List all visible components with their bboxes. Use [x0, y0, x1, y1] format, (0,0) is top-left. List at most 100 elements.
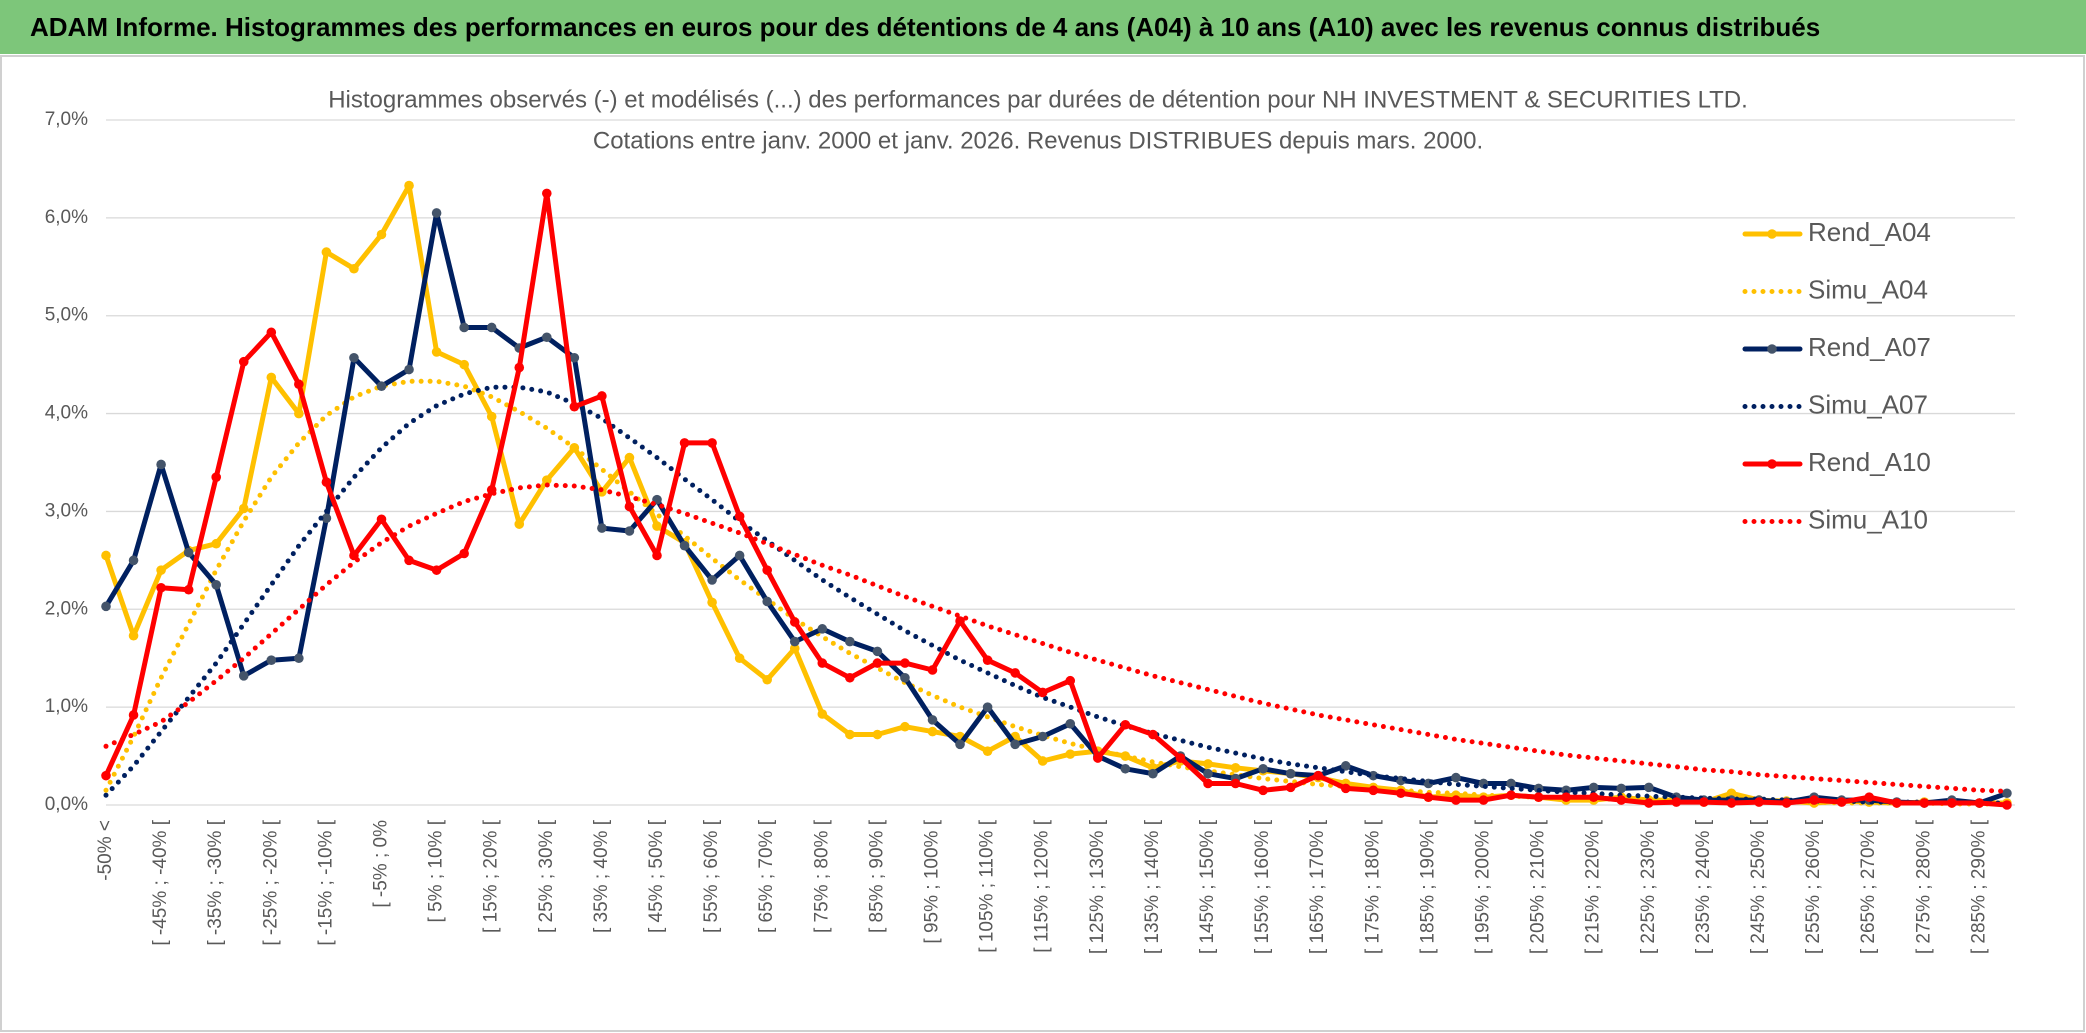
- legend-label: Rend_A04: [1808, 217, 1931, 247]
- point: [1588, 792, 1599, 802]
- point: [1285, 768, 1296, 779]
- point: [1451, 772, 1461, 783]
- point: [900, 721, 910, 732]
- point: [872, 658, 883, 668]
- point: [597, 523, 607, 533]
- point: [707, 575, 717, 585]
- x-tick-label: [ 115% ; 120% [: [1032, 819, 1053, 952]
- x-tick-label: [ 245% ; 250% [: [1748, 819, 1769, 954]
- point: [404, 555, 414, 566]
- y-tick-label: 1,0%: [45, 696, 88, 717]
- point: [1864, 792, 1874, 802]
- frame: [0, 55, 2085, 1032]
- point: [1010, 668, 1020, 678]
- point: [101, 601, 111, 612]
- legend-marker: [1767, 229, 1777, 239]
- point: [1506, 778, 1516, 789]
- point: [955, 616, 965, 626]
- point: [1533, 792, 1544, 802]
- point: [128, 630, 139, 641]
- point: [872, 646, 883, 657]
- point: [294, 379, 304, 390]
- x-tick-label: [ -15% ; -10% [: [315, 819, 336, 945]
- point: [1065, 718, 1076, 729]
- x-tick-label: [ 85% ; 90% [: [866, 819, 887, 933]
- point: [211, 538, 221, 549]
- point: [183, 547, 194, 558]
- point: [624, 452, 635, 463]
- x-tick-label: [ 225% ; 230% [: [1638, 819, 1659, 954]
- point: [1258, 785, 1268, 796]
- point: [542, 332, 552, 343]
- point: [376, 514, 387, 525]
- point: [1616, 795, 1627, 805]
- point: [514, 362, 525, 373]
- point: [900, 658, 910, 668]
- point: [1065, 749, 1076, 759]
- legend-label: Simu_A10: [1808, 504, 1928, 534]
- point: [1340, 783, 1351, 794]
- point: [1203, 778, 1213, 789]
- point: [1285, 782, 1296, 793]
- point: [1368, 785, 1379, 796]
- point: [486, 322, 497, 333]
- point: [101, 550, 111, 561]
- point: [1396, 788, 1406, 799]
- point: [459, 359, 469, 370]
- y-tick-label: 6,0%: [45, 207, 88, 228]
- point: [1644, 798, 1654, 808]
- point: [1644, 782, 1654, 793]
- point: [982, 746, 993, 756]
- point: [1203, 768, 1213, 779]
- point: [707, 597, 717, 608]
- series-line: [103, 183, 2010, 806]
- y-tick-label: 4,0%: [45, 403, 88, 424]
- point: [1010, 739, 1020, 750]
- point: [734, 511, 745, 522]
- point: [1423, 792, 1434, 802]
- point: [1148, 768, 1158, 779]
- point: [1809, 795, 1819, 805]
- x-tick-label: [ 255% ; 260% [: [1803, 819, 1824, 954]
- point: [1561, 792, 1571, 802]
- point: [1230, 763, 1241, 773]
- series-line: [103, 190, 2010, 808]
- point: [294, 653, 304, 664]
- x-tick-label: [ 275% ; 280% [: [1913, 819, 1934, 954]
- x-tick-label: [ 215% ; 220% [: [1583, 819, 1604, 954]
- legend-label: Simu_A07: [1808, 389, 1928, 419]
- x-tick-label: [ 45% ; 50% [: [646, 819, 667, 933]
- point: [900, 672, 910, 683]
- x-tick-label: [ 155% ; 160% [: [1252, 819, 1273, 954]
- point: [927, 665, 938, 675]
- point: [1313, 770, 1323, 781]
- point: [817, 709, 828, 719]
- point: [404, 180, 414, 191]
- point: [762, 596, 772, 607]
- point: [1947, 798, 1957, 808]
- point: [707, 438, 717, 448]
- point: [1478, 795, 1489, 805]
- point: [762, 674, 772, 685]
- point: [1368, 770, 1379, 781]
- point: [1037, 687, 1048, 698]
- y-tick-label: 5,0%: [45, 305, 88, 326]
- x-tick-label: [ 105% ; 110% [: [977, 819, 998, 952]
- point: [376, 229, 387, 240]
- point: [101, 770, 111, 781]
- point: [1699, 797, 1709, 807]
- point: [789, 617, 800, 627]
- point: [1258, 763, 1268, 774]
- x-tick-label: [ 165% ; 170% [: [1307, 819, 1328, 954]
- x-tick-label: [ 35% ; 40% [: [591, 819, 612, 933]
- header-band: [0, 0, 2086, 54]
- point: [734, 653, 745, 664]
- point: [321, 513, 332, 524]
- point: [156, 565, 166, 575]
- series-line: [103, 378, 2010, 807]
- point: [459, 548, 469, 559]
- point: [1037, 731, 1048, 742]
- point: [872, 729, 883, 740]
- x-tick-label: [ 75% ; 80% [: [811, 819, 832, 933]
- point: [845, 729, 855, 740]
